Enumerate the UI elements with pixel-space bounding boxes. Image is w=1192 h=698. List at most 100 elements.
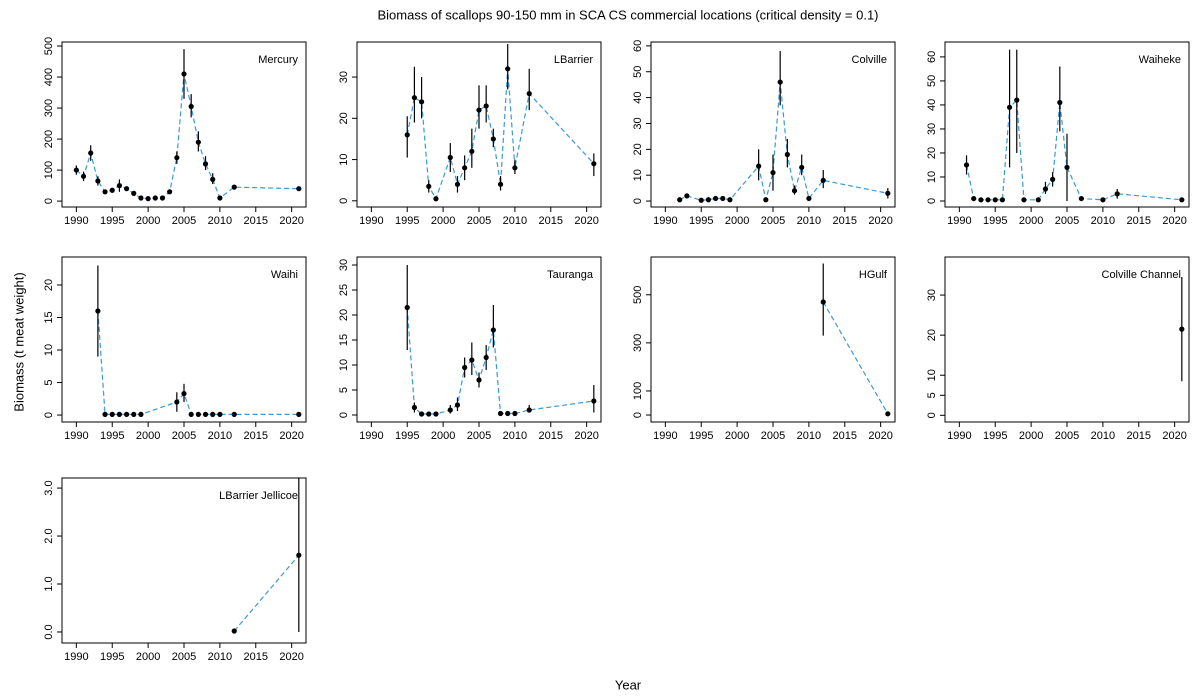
x-tick-label: 2020 [574, 215, 598, 227]
data-point [505, 410, 511, 417]
data-point [73, 167, 79, 173]
x-tick-label: 1995 [395, 430, 419, 442]
y-tick-label: 25 [338, 284, 350, 296]
data-point [188, 411, 194, 417]
data-point [145, 196, 151, 202]
y-axis-label: Biomass (t meat weight) [11, 272, 26, 411]
y-tick-label: 0 [926, 412, 938, 418]
x-tick-label: 2015 [539, 215, 563, 227]
y-tick-label: 0 [338, 198, 350, 204]
data-point [483, 103, 489, 109]
y-tick-label: 10 [926, 171, 938, 183]
data-point [296, 411, 302, 417]
data-point [95, 308, 101, 314]
data-point [1057, 99, 1063, 106]
x-tick-label: 2010 [208, 215, 232, 227]
data-point [217, 195, 223, 201]
x-tick-label: 2015 [833, 430, 857, 442]
data-point [296, 552, 302, 558]
data-point [1021, 197, 1027, 203]
x-tick-label: 2005 [467, 430, 491, 442]
panel-title: Mercury [258, 54, 298, 66]
data-point [512, 165, 518, 171]
series-line [679, 82, 888, 201]
x-tick-label: 1995 [983, 215, 1007, 227]
panel: Colville 1990 1995 2000 2005 2010 2015 2020 0 10 2… [632, 40, 896, 227]
x-tick-label: 2015 [244, 215, 268, 227]
x-tick-label: 2005 [1055, 215, 1079, 227]
data-point [202, 161, 209, 167]
panel-title: Colville [852, 54, 887, 66]
panel: LBarrier Jellicoe 1990 1995 2000 2005 2010 201… [43, 477, 307, 663]
data-point [454, 402, 461, 408]
data-point [677, 197, 683, 203]
data-point [763, 197, 769, 203]
data-point [116, 411, 123, 417]
data-point [159, 195, 166, 201]
y-tick-label: 10 [43, 344, 55, 356]
data-point [799, 164, 805, 171]
data-point [447, 407, 453, 413]
x-tick-label: 1990 [359, 430, 383, 442]
y-tick-label: 15 [338, 334, 350, 346]
data-point [992, 197, 998, 203]
y-tick-label: 3.0 [43, 480, 55, 495]
data-point [512, 410, 518, 417]
y-tick-label: 30 [926, 123, 938, 135]
data-point [123, 186, 130, 192]
x-tick-label: 2020 [279, 430, 303, 442]
x-tick-label: 2010 [503, 430, 527, 442]
y-tick-label: 20 [632, 143, 644, 155]
data-point [462, 165, 468, 171]
y-tick-label: 400 [43, 68, 55, 86]
data-point [591, 161, 597, 167]
y-tick-label: 20 [338, 309, 350, 321]
data-point [188, 103, 194, 110]
data-point [784, 151, 790, 158]
data-point [131, 411, 137, 417]
y-tick-label: 40 [926, 99, 938, 111]
y-tick-label: 100 [43, 161, 55, 179]
data-point [433, 196, 439, 202]
data-point [131, 190, 137, 196]
y-tick-label: 100 [632, 382, 644, 400]
data-point [971, 195, 977, 202]
series-line [97, 310, 299, 415]
x-tick-label: 2020 [279, 651, 303, 663]
y-tick-label: 500 [43, 37, 55, 55]
data-point [404, 304, 410, 311]
y-tick-label: 0 [43, 198, 55, 204]
x-tick-label: 2005 [467, 215, 491, 227]
plot-frame [650, 256, 896, 423]
data-point [1050, 176, 1056, 182]
y-tick-label: 5 [338, 387, 350, 393]
y-tick-label: 0 [926, 198, 938, 204]
y-tick-label: 300 [632, 334, 644, 352]
data-point [426, 411, 432, 417]
data-point [1179, 197, 1185, 203]
x-tick-label: 2010 [503, 215, 527, 227]
data-point [152, 195, 158, 201]
data-point [418, 99, 425, 105]
data-point [963, 162, 970, 168]
data-point [1035, 197, 1041, 203]
x-tick-label: 1990 [947, 215, 971, 227]
y-tick-label: 50 [926, 75, 938, 87]
data-point [102, 411, 108, 417]
x-tick-label: 2010 [797, 430, 821, 442]
panel-title: Waiheke [1139, 54, 1181, 66]
data-point [138, 411, 144, 417]
data-point [447, 154, 453, 161]
series-line [406, 307, 594, 415]
x-tick-label: 2020 [279, 215, 303, 227]
x-tick-label: 2005 [761, 215, 785, 227]
data-point [231, 184, 237, 190]
data-point [727, 197, 733, 203]
x-tick-label: 2000 [1019, 430, 1043, 442]
x-tick-label: 2020 [1162, 430, 1186, 442]
data-point [1179, 326, 1185, 332]
y-tick-label: 60 [926, 51, 938, 63]
data-point [181, 71, 187, 77]
x-tick-label: 2000 [431, 430, 455, 442]
